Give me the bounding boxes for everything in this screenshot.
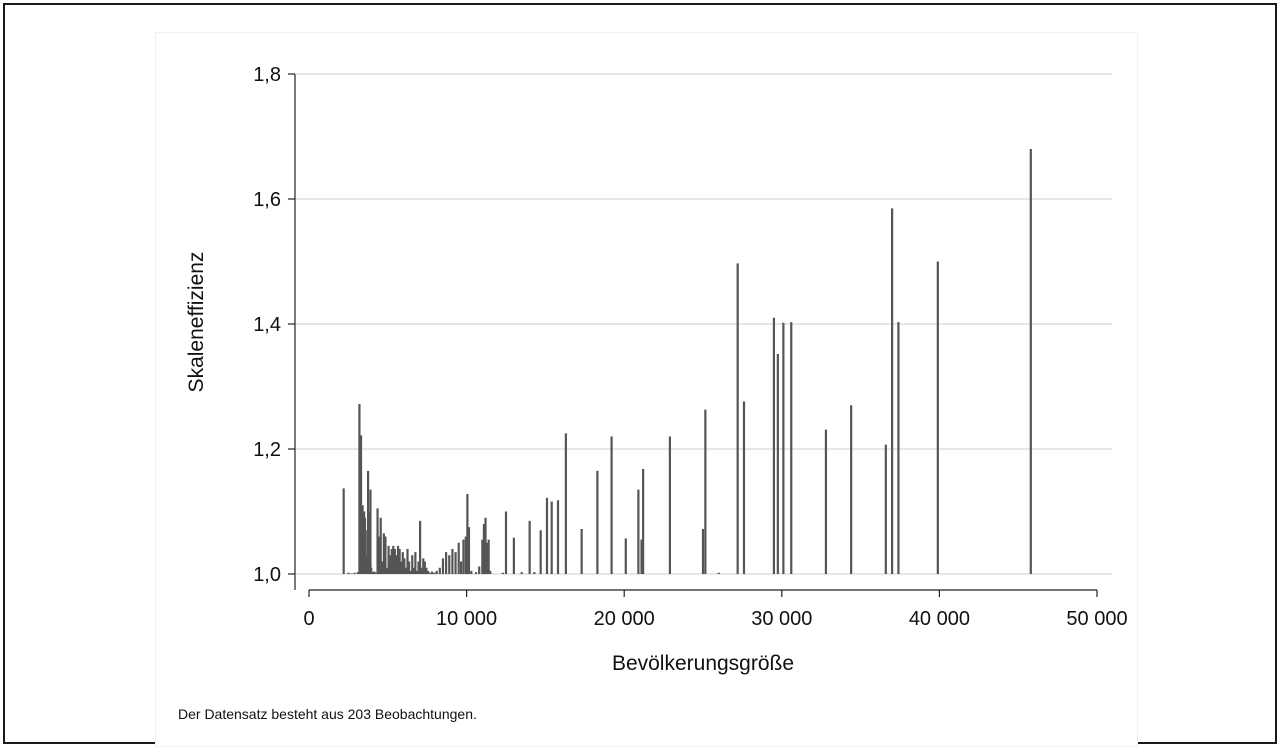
x-tick-label: 40 000: [909, 608, 970, 630]
x-tick-label: 20 000: [594, 608, 655, 630]
x-tick-label: 30 000: [751, 608, 812, 630]
y-tick-label: 1,2: [253, 439, 281, 461]
x-tick-label: 10 000: [436, 608, 497, 630]
y-tick-label: 1,0: [253, 564, 281, 586]
plot-region: [155, 32, 1138, 747]
y-tick-label: 1,6: [253, 189, 281, 211]
axes: [288, 73, 1098, 597]
tick-labels: 1,0 1,2 1,4 1,6 1,8 0 10 000 20 000 30 000 40 000…: [253, 64, 1127, 630]
x-tick-label: 0: [303, 608, 314, 630]
bars: [342, 149, 1032, 574]
x-tick-label: 50 000: [1066, 608, 1127, 630]
gridlines: [296, 73, 1112, 575]
y-tick-label: 1,8: [253, 64, 281, 86]
y-axis-title: Skaleneffizienz: [185, 252, 208, 393]
x-axis-title: Bevölkerungsgröße: [612, 652, 794, 675]
y-tick-label: 1,4: [253, 314, 281, 336]
footnote: Der Datensatz besteht aus 203 Beobachtun…: [178, 706, 477, 722]
